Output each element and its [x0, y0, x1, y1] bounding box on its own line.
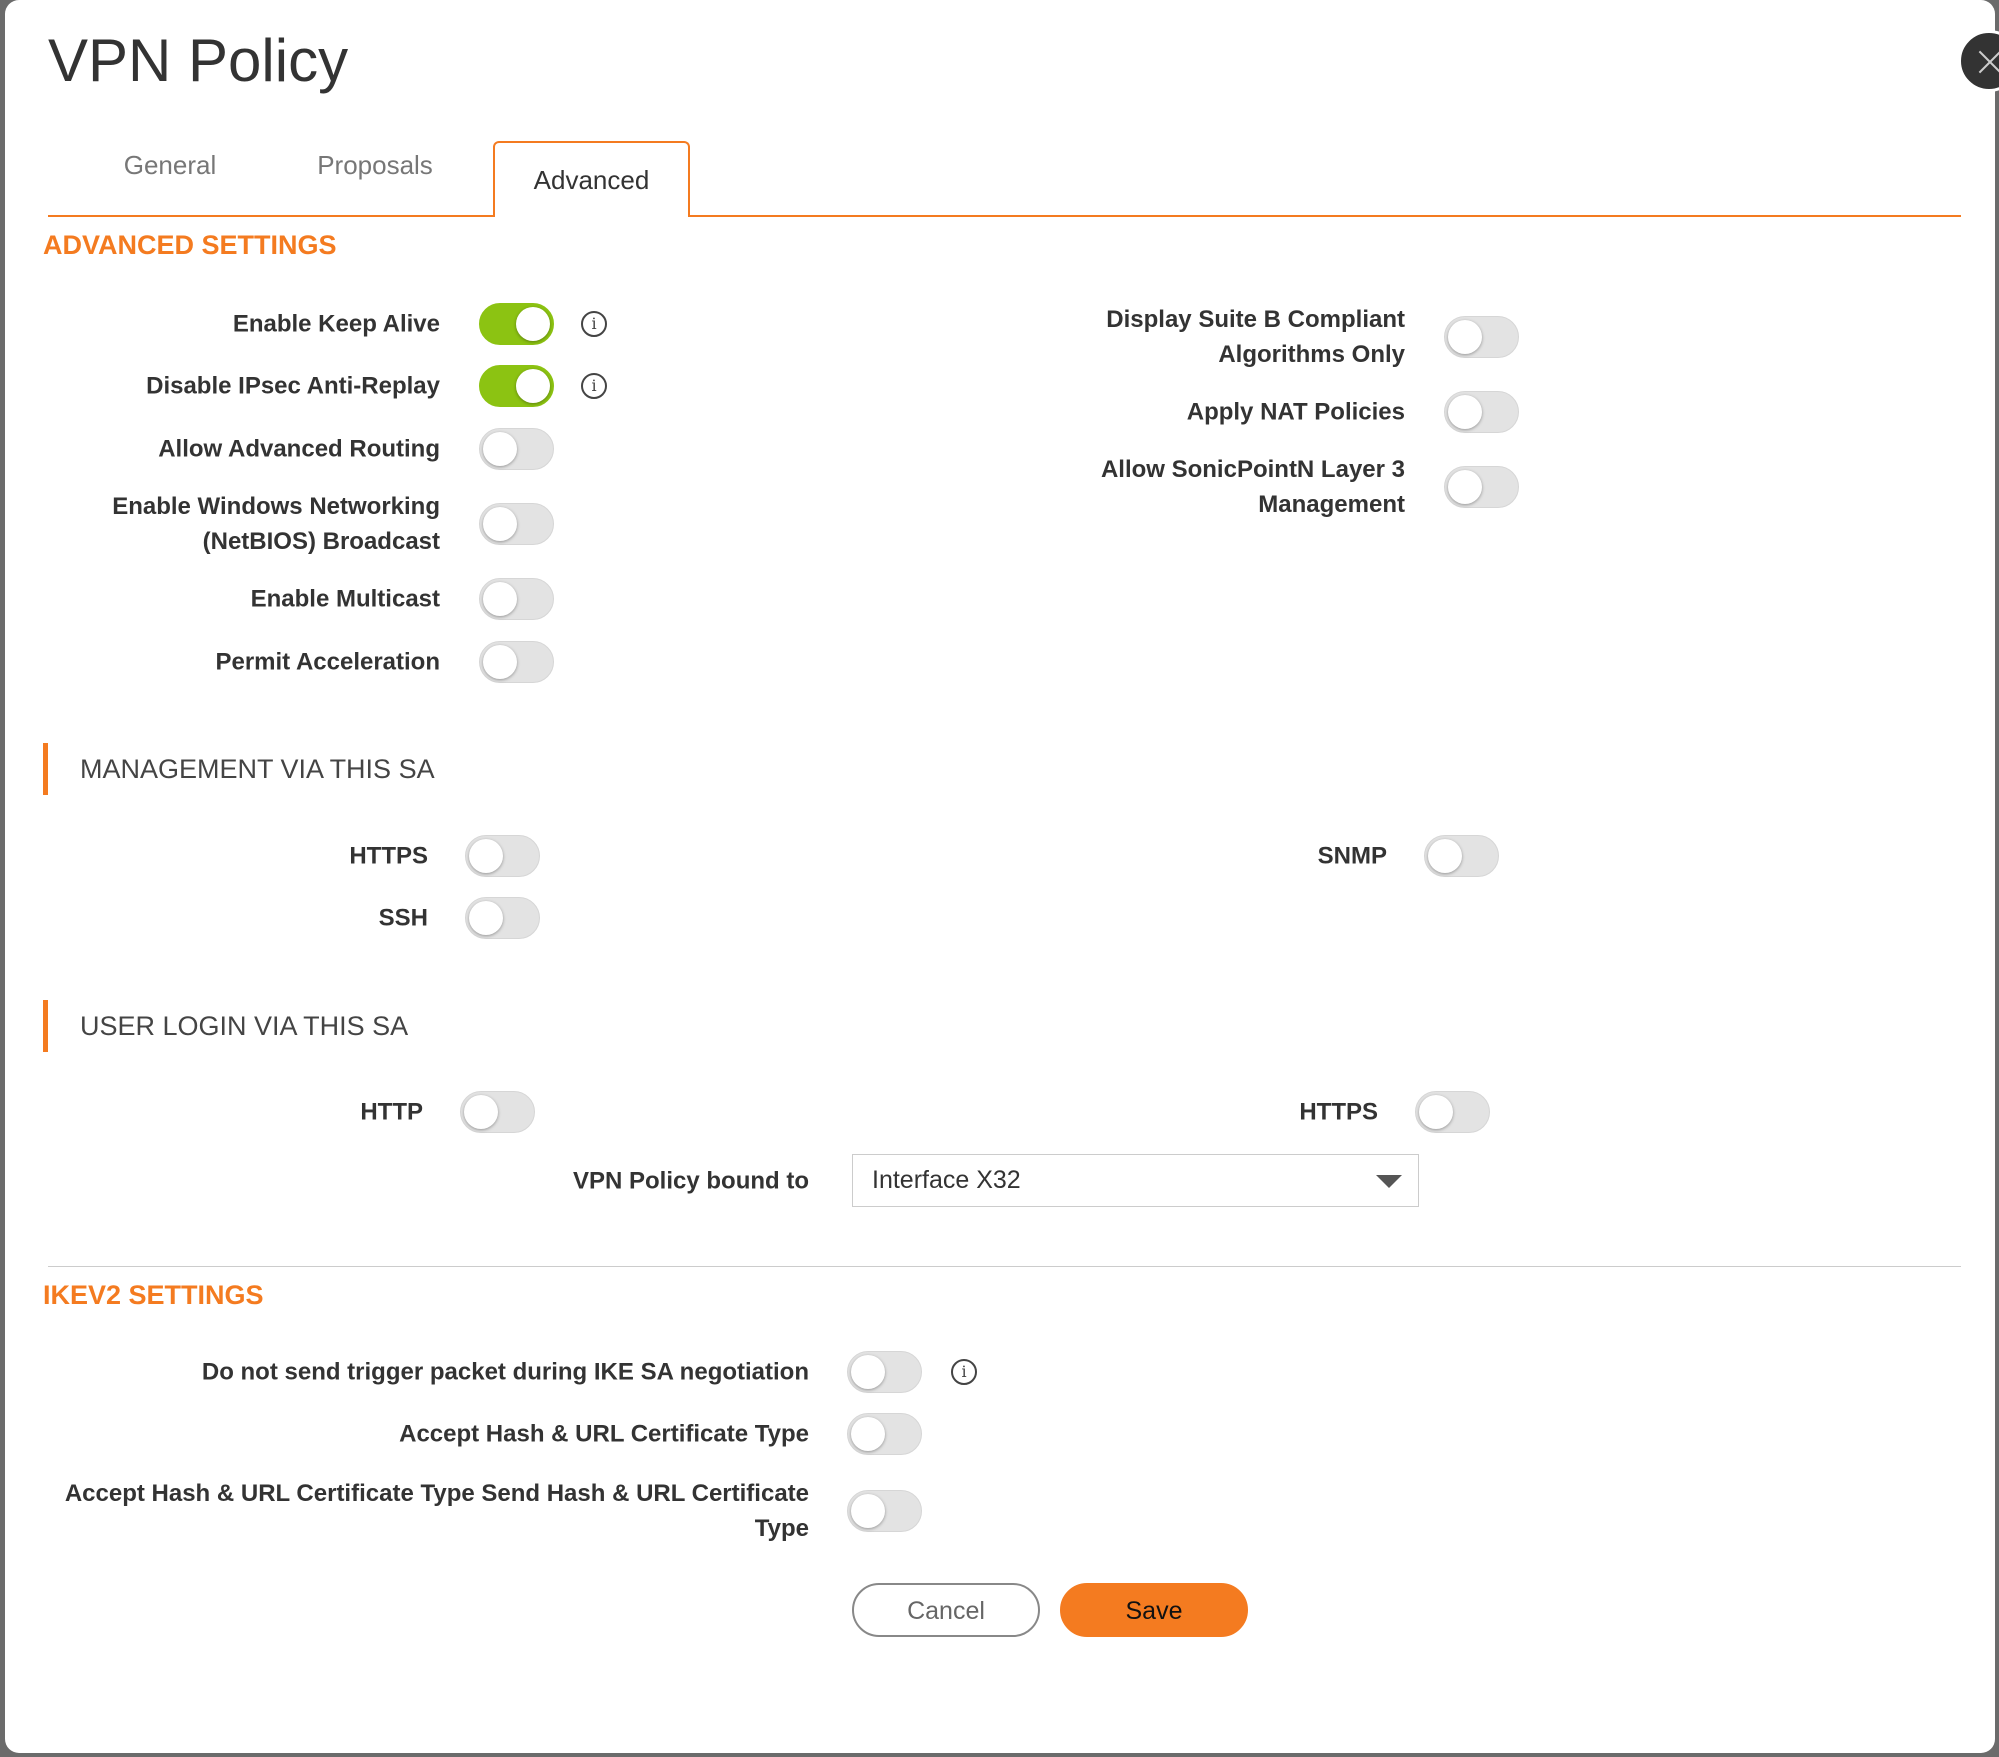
suite-b-label: Display Suite B Compliant Algorithms Onl… — [1106, 306, 1405, 368]
ikev2-heading: IKEV2 SETTINGS — [43, 1280, 264, 1310]
anti-replay-toggle[interactable] — [479, 365, 554, 407]
advanced-routing-toggle[interactable] — [479, 428, 554, 470]
acceleration-toggle[interactable] — [479, 641, 554, 683]
multicast-label: Enable Multicast — [250, 585, 440, 613]
info-icon[interactable]: i — [951, 1359, 977, 1385]
mgmt-ssh-toggle[interactable] — [465, 897, 540, 939]
mgmt-snmp-toggle[interactable] — [1424, 835, 1499, 877]
vpn-policy-dialog: VPN Policy General Proposals Advanced AD… — [5, 0, 1995, 1753]
sonicpoint-toggle[interactable] — [1444, 466, 1519, 508]
login-https-toggle[interactable] — [1415, 1091, 1490, 1133]
anti-replay-label: Disable IPsec Anti-Replay — [146, 372, 440, 400]
suite-b-toggle[interactable] — [1444, 316, 1519, 358]
send-hash-toggle[interactable] — [847, 1490, 922, 1532]
section-accent-bar — [43, 743, 48, 795]
keep-alive-toggle[interactable] — [479, 303, 554, 345]
trigger-packet-toggle[interactable] — [847, 1351, 922, 1393]
login-http-toggle[interactable] — [460, 1091, 535, 1133]
section-divider — [48, 1266, 1961, 1267]
tab-proposals[interactable]: Proposals — [317, 150, 433, 180]
tab-general[interactable]: General — [123, 150, 217, 180]
tab-divider — [48, 215, 1961, 217]
advanced-routing-label: Allow Advanced Routing — [158, 435, 440, 463]
management-heading: MANAGEMENT VIA THIS SA — [80, 754, 435, 784]
cancel-button[interactable]: Cancel — [852, 1583, 1040, 1637]
mgmt-https-label: HTTPS — [349, 842, 428, 870]
advanced-settings-heading: ADVANCED SETTINGS — [43, 230, 337, 260]
info-icon[interactable]: i — [581, 311, 607, 337]
mgmt-snmp-label: SNMP — [1317, 842, 1387, 870]
dialog-title: VPN Policy — [48, 27, 349, 94]
netbios-label: Enable Windows Networking (NetBIOS) Broa… — [112, 493, 440, 555]
accept-hash-label: Accept Hash & URL Certificate Type — [399, 1420, 809, 1448]
user-login-heading: USER LOGIN VIA THIS SA — [80, 1011, 409, 1041]
multicast-toggle[interactable] — [479, 578, 554, 620]
save-button[interactable]: Save — [1060, 1583, 1248, 1637]
nat-policies-label: Apply NAT Policies — [1186, 398, 1405, 426]
bound-to-label: VPN Policy bound to — [572, 1167, 809, 1195]
nat-policies-toggle[interactable] — [1444, 391, 1519, 433]
tab-advanced[interactable]: Advanced — [493, 141, 690, 217]
login-https-label: HTTPS — [1299, 1098, 1378, 1126]
sonicpoint-label: Allow SonicPointN Layer 3 Management — [1100, 456, 1405, 518]
mgmt-ssh-label: SSH — [378, 904, 428, 932]
acceleration-label: Permit Acceleration — [215, 648, 440, 676]
chevron-down-icon — [1376, 1175, 1402, 1188]
accept-hash-toggle[interactable] — [847, 1413, 922, 1455]
info-icon[interactable]: i — [581, 373, 607, 399]
mgmt-https-toggle[interactable] — [465, 835, 540, 877]
send-hash-label: Accept Hash & URL Certificate Type Send … — [64, 1480, 809, 1542]
bound-to-select[interactable]: Interface X32 — [852, 1154, 1419, 1207]
section-accent-bar — [43, 1000, 48, 1052]
netbios-toggle[interactable] — [479, 503, 554, 545]
keep-alive-label: Enable Keep Alive — [232, 310, 440, 338]
trigger-packet-label: Do not send trigger packet during IKE SA… — [201, 1358, 809, 1386]
login-http-label: HTTP — [360, 1098, 423, 1126]
bound-to-value: Interface X32 — [872, 1166, 1021, 1194]
